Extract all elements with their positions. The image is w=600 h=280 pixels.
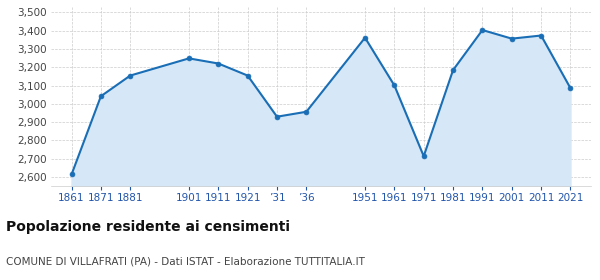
Text: Popolazione residente ai censimenti: Popolazione residente ai censimenti — [6, 220, 290, 234]
Text: COMUNE DI VILLAFRATI (PA) - Dati ISTAT - Elaborazione TUTTITALIA.IT: COMUNE DI VILLAFRATI (PA) - Dati ISTAT -… — [6, 256, 365, 267]
